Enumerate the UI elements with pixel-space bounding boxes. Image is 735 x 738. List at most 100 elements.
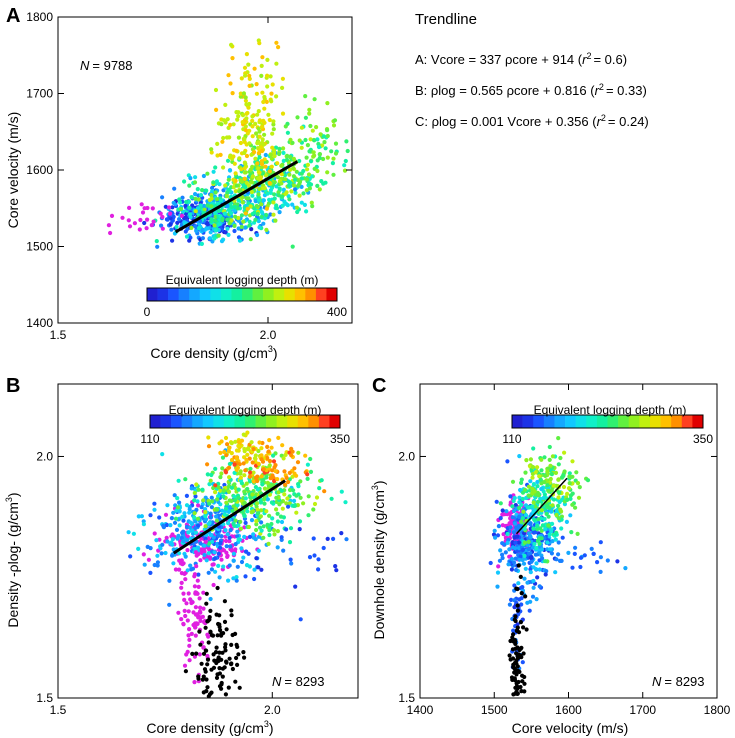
data-point [235, 465, 240, 470]
data-point [271, 127, 276, 132]
data-point [236, 226, 241, 231]
data-point [263, 152, 268, 158]
data-point [556, 477, 561, 482]
data-point [226, 232, 231, 237]
data-point [556, 552, 561, 557]
data-point [183, 669, 188, 674]
data-point [186, 530, 191, 535]
data-point [236, 135, 241, 140]
data-point [145, 217, 150, 222]
data-point [274, 495, 279, 500]
data-point [292, 471, 297, 476]
x-tick-label: 1700 [629, 703, 656, 717]
data-point [551, 483, 556, 488]
data-point [234, 575, 239, 580]
colorbar-swatch [628, 415, 640, 428]
data-point [500, 508, 505, 513]
data-point [254, 556, 259, 561]
data-point [184, 234, 190, 239]
data-point [286, 179, 291, 184]
colorbar-swatch [255, 415, 267, 428]
data-point [218, 152, 223, 157]
data-point [232, 223, 237, 228]
data-point [188, 520, 193, 525]
data-point [192, 511, 197, 516]
data-point [562, 450, 567, 455]
data-point [195, 187, 200, 192]
x-tick-label: 1400 [407, 703, 434, 717]
data-point [168, 222, 173, 227]
data-point [268, 212, 273, 217]
data-point [329, 496, 334, 501]
data-point [520, 496, 525, 502]
data-point [256, 176, 261, 181]
data-point [170, 553, 175, 558]
data-point [342, 168, 348, 173]
data-point [229, 451, 234, 456]
data-point [262, 501, 267, 506]
data-point [536, 493, 541, 498]
data-point [492, 528, 497, 533]
data-point [233, 679, 238, 684]
data-point [214, 107, 219, 112]
data-point [152, 507, 157, 512]
data-point [273, 218, 278, 223]
data-point [208, 478, 213, 483]
data-point [502, 542, 507, 547]
data-point [167, 578, 172, 583]
data-point [211, 535, 216, 540]
data-point [274, 61, 279, 66]
data-point [216, 533, 221, 538]
data-point [312, 553, 317, 558]
data-point [284, 201, 289, 206]
colorbar-max-a: 400 [327, 305, 347, 319]
data-point [553, 537, 558, 542]
data-point [243, 95, 248, 100]
data-point [554, 508, 560, 513]
data-point [225, 553, 230, 558]
data-point [290, 244, 295, 249]
data-point [233, 171, 238, 176]
data-point [305, 143, 310, 148]
data-point [578, 555, 584, 560]
data-point [219, 686, 224, 691]
data-point [220, 674, 225, 679]
data-point [270, 468, 275, 473]
data-point [279, 519, 285, 525]
data-point [246, 524, 251, 530]
data-point [196, 197, 201, 202]
data-point [224, 500, 229, 505]
data-point [270, 516, 275, 521]
data-point [505, 459, 510, 464]
data-point [538, 477, 543, 482]
data-point [201, 606, 206, 611]
data-point [549, 529, 554, 534]
data-point [240, 120, 245, 125]
trendline-eq-a: A: Vcore = 337 ρcore + 914 (r2 = 0.6) [415, 51, 627, 67]
data-point [246, 196, 251, 201]
data-point [128, 554, 133, 559]
data-point [205, 171, 210, 176]
data-point [322, 140, 327, 145]
data-point [126, 530, 131, 535]
data-point [267, 169, 272, 174]
data-point [549, 551, 555, 556]
data-point [252, 150, 257, 155]
data-point [137, 227, 142, 232]
data-point [541, 495, 546, 501]
data-point [227, 168, 233, 173]
data-point [537, 584, 542, 589]
data-point [225, 158, 231, 163]
data-point [196, 584, 201, 590]
data-point [189, 486, 194, 491]
data-point [225, 226, 230, 231]
data-point [548, 463, 553, 468]
data-point [246, 62, 251, 67]
colorbar-swatch [192, 415, 204, 428]
x-tick-label: 2.0 [264, 703, 281, 717]
data-point [206, 435, 211, 440]
data-point [256, 198, 262, 203]
data-point [528, 570, 533, 575]
data-point [226, 685, 231, 690]
data-point [215, 141, 220, 146]
